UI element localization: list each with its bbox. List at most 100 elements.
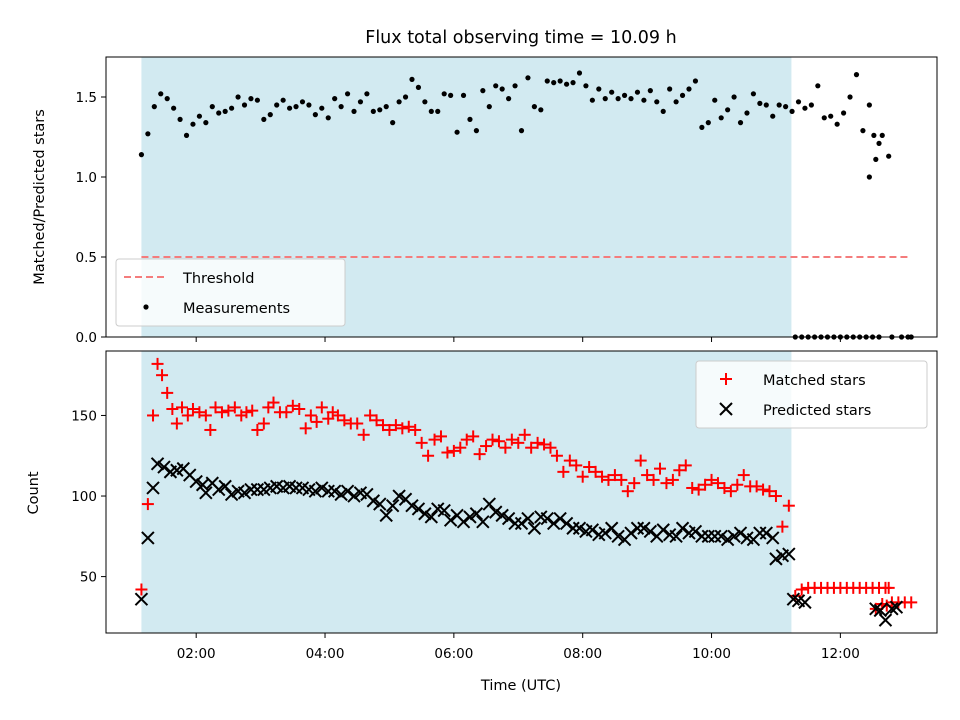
measurement-point [261,116,267,122]
measurement-point [138,152,145,158]
bottom-y-axis: 50 100 150 [71,408,106,586]
bottom-y-tick-label: 100 [71,489,97,505]
bottom-x-tick-label: 04:00 [306,646,345,662]
measurement-point [512,83,518,89]
measurement-point [718,115,724,121]
measurement-point [789,108,795,114]
matched-star-point [228,401,241,414]
predicted-star-point [688,524,703,539]
measurement-point [357,99,364,105]
measurement-point [570,80,576,86]
matched-star-point [299,422,312,435]
measurement-point [267,112,273,118]
matched-star-point [480,440,493,453]
measurement-point [763,102,769,108]
matched-star-point [422,449,435,462]
matched-star-point [286,399,299,412]
matched-star-point [769,490,782,503]
predicted-star-point [373,497,387,511]
matched-star-point [209,401,222,414]
bottom-legend-box [695,360,928,429]
measurement-point [879,132,885,138]
measurement-point [596,86,602,92]
predicted-star-point [134,592,149,606]
predicted-star-point [637,521,651,535]
matched-star-point [331,409,344,422]
matched-star-point [267,396,280,409]
measurement-point [409,76,415,82]
measurements-legend-swatch [143,304,149,310]
measurement-point [338,104,344,110]
matched-star-point [538,438,551,451]
matched-star-point [550,449,563,462]
matched-star-point [518,428,531,441]
measurement-point [551,80,557,86]
measurement-point [757,100,763,106]
measurement-point [415,84,422,90]
predicted-star-point [315,481,329,495]
predicted-star-point [547,516,561,531]
measurement-point [660,108,666,114]
measurement-point [866,102,872,108]
matched-star-point [441,446,454,459]
measurement-point [679,92,686,98]
measurement-point [673,99,679,105]
measurement-point [853,72,860,78]
predicted-star-point [199,486,213,500]
measurement-point [209,104,215,110]
measurement-point [306,102,312,108]
top-y-tick-label: 1.0 [76,170,97,186]
matched-star-point [615,473,628,486]
matched-star-point [396,422,409,435]
matched-star-point [660,477,673,490]
measurement-point [364,91,370,97]
bottom-x-axis: 02:00 04:00 06:00 08:00 10:00 12:00 [177,633,860,662]
matched-star-point [199,409,212,422]
measurements-legend-label: Measurements [183,301,290,317]
bottom-legend: Matched stars Predicted stars [695,360,928,429]
predicted-stars-legend-swatch [719,402,733,416]
matched-star-point [156,369,169,382]
predicted-star-point [669,529,683,544]
measurement-point [602,96,608,102]
predicted-star-point [878,613,893,627]
matched-star-point [673,464,686,477]
measurement-point [834,121,840,127]
bottom-y-tick-label: 50 [80,570,97,586]
matched-star-point [882,581,895,594]
predicted-star-point [572,521,587,535]
top-panel: 0.0 0.5 1.0 1.5 Matched/Predicted stars Thr… [32,56,938,346]
matched-star-point [280,406,293,419]
measurement-point [563,81,570,87]
measurement-point [692,78,699,84]
predicted-star-point [675,521,690,535]
measurement-point [428,108,434,114]
matched-star-point [251,423,264,436]
measurement-point [531,104,537,110]
matched-star-point [589,465,602,478]
measurement-point [164,96,170,102]
measurement-point [583,83,589,89]
predicted-star-point [146,481,160,495]
measurement-point [145,131,151,137]
predicted-star-point [157,460,171,474]
predicted-star-point [759,526,773,540]
measurement-point [538,107,544,113]
matched-star-point [654,462,666,475]
predicted-star-point [585,523,600,537]
measurement-point [876,140,882,146]
measurement-point [390,120,396,126]
predicted-star-point [566,521,580,535]
measurement-point [795,99,802,105]
matched-star-point [204,423,217,436]
measurement-point [293,104,299,110]
matched-star-point [351,417,364,430]
matched-star-point [473,448,486,461]
matched-star-point [240,406,253,419]
top-legend-box [115,258,346,327]
measurement-point [866,174,872,180]
measurement-point [847,94,853,100]
measurement-point [667,86,673,92]
matched-star-point [557,465,570,478]
measurement-point [467,116,473,122]
